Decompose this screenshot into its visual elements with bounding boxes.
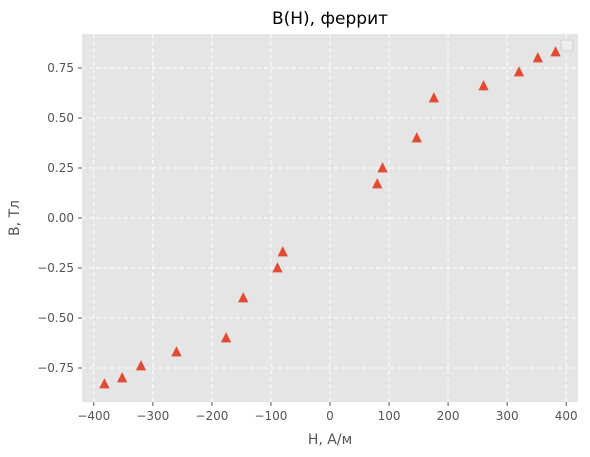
data-point — [135, 360, 147, 371]
data-point — [478, 80, 489, 91]
y-tick-label: 0.25 — [47, 161, 74, 175]
y-tick-label: 0.00 — [47, 211, 74, 225]
x-axis-label: H, А/м — [308, 432, 352, 448]
data-point — [238, 292, 249, 303]
y-tick-label: −0.50 — [37, 311, 74, 325]
chart-title: B(H), феррит — [272, 9, 388, 29]
x-tick-label: −100 — [254, 409, 287, 423]
x-tick-label: 200 — [437, 409, 460, 423]
data-point — [550, 46, 561, 57]
x-tick-label: 400 — [555, 409, 578, 423]
y-axis-label: B, Тл — [7, 200, 23, 236]
data-point — [277, 246, 288, 257]
data-point — [220, 332, 232, 343]
y-tick-label: −0.25 — [37, 261, 74, 275]
y-tick-label: 0.75 — [47, 61, 74, 75]
legend — [560, 39, 574, 52]
data-point — [513, 66, 525, 77]
data-point — [411, 132, 422, 143]
y-tick-label: −0.75 — [37, 361, 74, 375]
data-point — [117, 372, 128, 383]
data-point — [272, 262, 283, 273]
x-axis-ticks: −400 −300 −200 −100 0 100 200 300 400 — [77, 402, 578, 423]
y-tick-label: 0.50 — [47, 111, 74, 125]
x-tick-label: −300 — [136, 409, 169, 423]
data-point — [377, 162, 388, 173]
x-tick-label: 100 — [378, 409, 401, 423]
data-point — [532, 52, 543, 63]
data-points — [99, 46, 561, 389]
data-point — [428, 92, 440, 103]
x-tick-label: 300 — [496, 409, 519, 423]
x-tick-label: −400 — [77, 409, 110, 423]
x-tick-label: −200 — [195, 409, 228, 423]
data-point — [99, 378, 110, 389]
y-axis-ticks: −0.75 −0.50 −0.25 0.00 0.25 0.50 0.75 — [37, 61, 82, 375]
grid — [82, 34, 578, 402]
data-point — [372, 178, 383, 189]
x-tick-label: 0 — [326, 409, 334, 423]
data-point — [171, 346, 182, 357]
